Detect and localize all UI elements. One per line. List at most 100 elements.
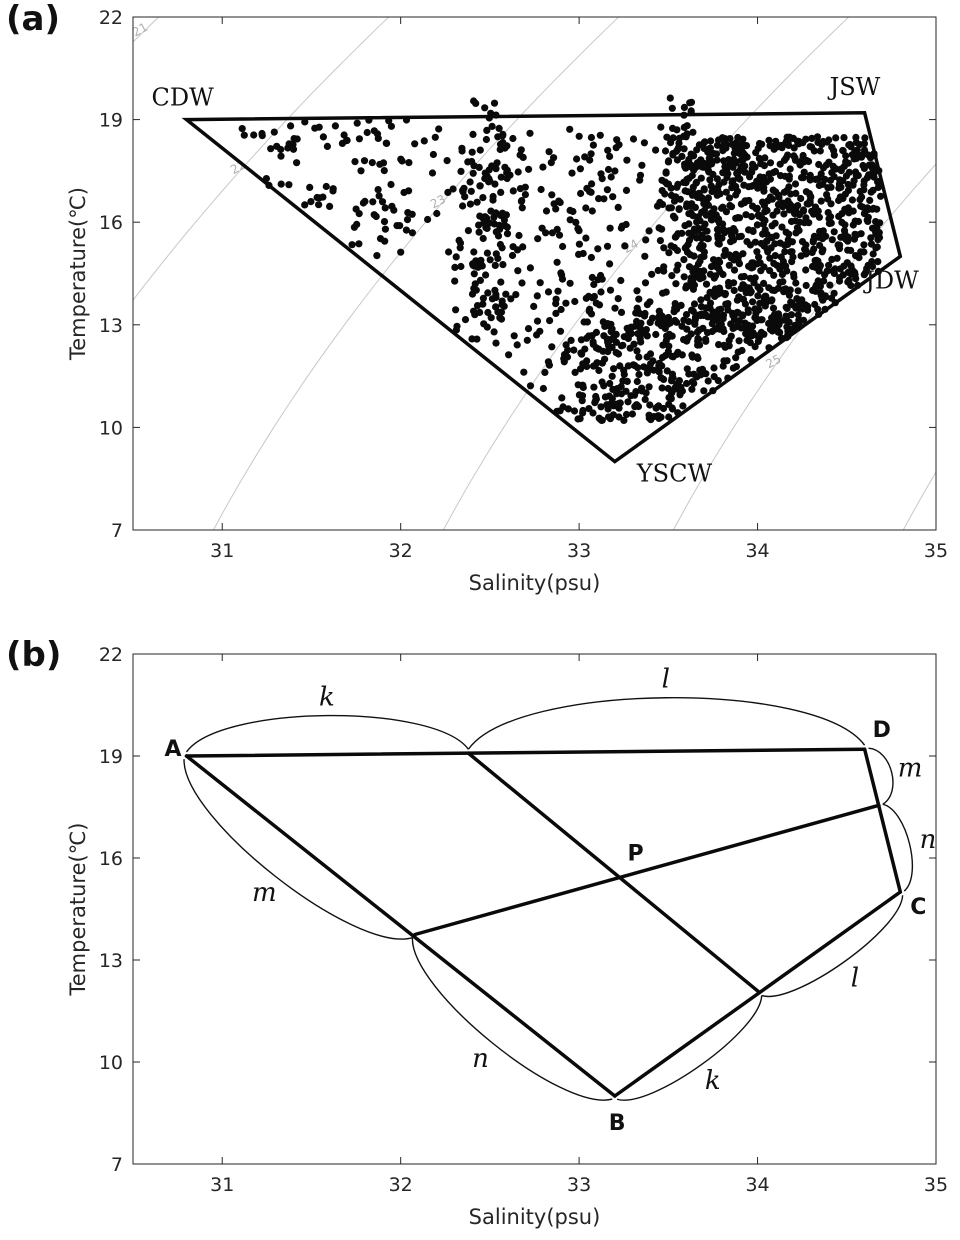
data-point <box>567 336 575 344</box>
data-point <box>623 377 631 385</box>
data-point <box>842 158 850 166</box>
data-point <box>688 378 697 386</box>
data-point <box>469 169 477 177</box>
data-point <box>590 292 599 301</box>
x-axis-title: Salinity(psu) <box>469 1205 601 1229</box>
data-point <box>791 210 799 218</box>
data-point <box>685 158 693 166</box>
data-point <box>568 169 576 177</box>
data-point <box>553 225 561 233</box>
segment-brace-a-ad <box>185 714 469 753</box>
x-tick-label: 31 <box>210 1174 234 1196</box>
data-point <box>480 219 488 227</box>
data-point <box>735 317 743 325</box>
data-point <box>842 152 850 160</box>
data-point <box>641 252 649 260</box>
segment-brace-b-ab <box>411 937 613 1101</box>
data-point <box>683 379 691 388</box>
data-point <box>581 345 589 353</box>
data-point <box>461 193 469 201</box>
data-point <box>694 260 703 268</box>
data-point <box>497 173 505 181</box>
data-point <box>404 209 412 217</box>
data-point <box>357 167 365 175</box>
edge-ba <box>184 754 617 1098</box>
data-point <box>703 199 711 207</box>
data-point <box>869 224 877 232</box>
data-point <box>795 304 803 312</box>
data-point <box>744 306 752 314</box>
data-point <box>652 404 660 412</box>
data-point <box>786 286 794 294</box>
data-point <box>777 141 785 150</box>
data-point <box>571 368 579 376</box>
data-point <box>753 248 761 256</box>
data-point <box>757 267 765 275</box>
data-point <box>703 235 712 243</box>
data-point <box>398 157 406 165</box>
data-point <box>806 173 814 181</box>
segment-label-bc-b: k <box>705 1066 721 1096</box>
data-point <box>473 335 481 343</box>
data-point <box>866 154 875 162</box>
data-point <box>760 279 768 287</box>
data-point <box>443 157 451 165</box>
data-point <box>569 207 577 216</box>
data-point <box>827 200 835 208</box>
data-point <box>708 160 716 168</box>
data-point <box>499 130 507 138</box>
data-point <box>517 197 526 205</box>
data-point <box>700 387 708 395</box>
data-point <box>860 241 868 249</box>
data-point <box>603 186 612 194</box>
data-point <box>682 311 691 319</box>
data-point <box>578 397 586 405</box>
data-point <box>719 362 727 370</box>
data-point <box>731 227 739 235</box>
data-point <box>671 214 679 222</box>
data-point <box>638 387 646 395</box>
x-tick-label: 35 <box>924 540 948 562</box>
x-axis-ticks: 31 32 33 34 35 <box>210 654 948 1196</box>
data-point <box>668 104 676 112</box>
data-point <box>707 209 715 217</box>
data-point <box>340 131 348 139</box>
data-point <box>860 164 869 172</box>
segment-brace-ad-d <box>467 697 866 750</box>
data-point <box>713 156 721 164</box>
data-point <box>350 223 358 231</box>
data-point <box>776 160 784 168</box>
data-point <box>640 329 648 337</box>
segment-brace-d-dc <box>868 747 894 805</box>
data-point <box>558 394 566 402</box>
data-point <box>873 243 881 251</box>
data-point <box>611 304 619 312</box>
data-point <box>467 187 475 195</box>
data-point <box>706 304 714 312</box>
data-point <box>798 238 807 246</box>
data-point <box>486 256 494 264</box>
data-point <box>737 324 745 332</box>
data-point <box>680 145 688 153</box>
data-point <box>867 188 875 196</box>
data-point <box>613 390 621 398</box>
data-point <box>534 235 542 243</box>
data-point <box>582 204 590 212</box>
data-point <box>645 383 653 391</box>
data-point <box>760 173 768 182</box>
data-point <box>494 232 503 240</box>
data-point <box>641 279 650 287</box>
data-point <box>579 406 587 415</box>
data-point <box>595 366 603 375</box>
data-point <box>548 343 556 351</box>
data-point <box>691 318 699 326</box>
data-point <box>380 167 388 175</box>
data-point <box>755 253 763 261</box>
data-point <box>706 299 715 307</box>
data-point <box>869 250 877 258</box>
data-point <box>694 334 702 343</box>
data-point <box>451 277 459 285</box>
data-point <box>792 279 800 287</box>
data-point <box>823 138 831 146</box>
y-axis-title: Temperature(℃) <box>66 823 90 997</box>
